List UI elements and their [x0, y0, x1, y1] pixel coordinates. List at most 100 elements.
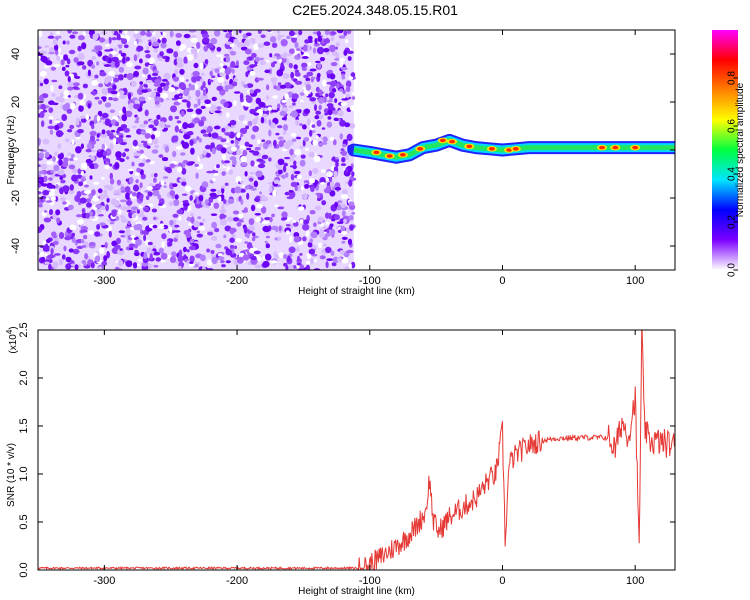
noise-speck — [178, 216, 182, 221]
noise-speck — [196, 204, 203, 208]
noise-speck — [187, 95, 192, 101]
noise-speck — [244, 171, 248, 177]
noise-speck — [74, 264, 79, 270]
noise-speck — [206, 248, 211, 253]
noise-speck — [62, 185, 70, 193]
noise-speck — [333, 166, 339, 172]
noise-speck — [194, 163, 199, 167]
noise-speck — [202, 150, 207, 156]
noise-speck — [253, 235, 259, 239]
noise-speck — [54, 63, 61, 67]
noise-speck — [142, 216, 148, 221]
noise-speck — [153, 177, 157, 184]
noise-speck — [154, 173, 158, 178]
noise-speck — [165, 124, 171, 128]
noise-speck — [195, 172, 199, 179]
noise-speck — [90, 155, 95, 161]
noise-speck — [297, 259, 302, 262]
noise-speck — [316, 120, 322, 127]
noise-speck — [166, 56, 170, 60]
noise-speck — [153, 264, 159, 268]
noise-speck — [163, 85, 170, 91]
noise-speck — [85, 198, 92, 203]
noise-speck — [98, 266, 103, 270]
noise-speck — [206, 128, 210, 133]
noise-speck — [91, 55, 97, 61]
noise-speck — [330, 36, 335, 42]
noise-speck — [302, 219, 310, 225]
noise-speck — [326, 258, 334, 261]
noise-speck — [296, 246, 300, 252]
noise-speck — [142, 67, 149, 75]
noise-speck — [190, 147, 195, 155]
noise-speck — [216, 47, 222, 52]
noise-speck — [214, 68, 220, 74]
noise-speck — [302, 223, 310, 231]
noise-speck — [58, 97, 65, 103]
noise-speck — [46, 182, 53, 189]
noise-speck — [189, 123, 195, 128]
noise-speck — [196, 136, 200, 141]
noise-speck — [234, 186, 242, 194]
noise-speck — [206, 170, 214, 174]
noise-speck — [46, 238, 51, 244]
noise-speck — [192, 70, 200, 77]
noise-speck — [307, 241, 313, 248]
noise-speck — [303, 108, 310, 114]
noise-speck — [140, 173, 146, 180]
noise-speck — [322, 136, 328, 143]
noise-speck — [119, 94, 127, 99]
noise-speck — [206, 42, 214, 49]
noise-speck — [211, 132, 219, 139]
noise-speck — [317, 216, 325, 223]
noise-speck — [120, 52, 127, 57]
noise-speck — [158, 154, 164, 158]
noise-speck — [336, 221, 344, 224]
noise-speck — [270, 260, 278, 264]
noise-speck — [214, 30, 221, 37]
noise-speck — [104, 102, 112, 108]
noise-speck — [239, 127, 248, 135]
noise-speck — [298, 30, 303, 36]
noise-speck — [210, 235, 218, 241]
noise-speck — [38, 191, 42, 195]
noise-speck — [139, 182, 143, 189]
noise-speck — [119, 199, 127, 203]
noise-speck — [345, 80, 352, 88]
noise-speck — [325, 212, 330, 219]
noise-speck — [146, 247, 153, 255]
noise-speck — [92, 33, 99, 41]
noise-speck — [64, 236, 72, 241]
noise-speck — [145, 79, 153, 84]
noise-speck — [296, 136, 302, 140]
noise-speck — [224, 160, 231, 164]
noise-speck — [200, 105, 206, 109]
noise-speck — [60, 197, 66, 202]
noise-speck — [89, 175, 93, 180]
noise-speck — [224, 125, 230, 130]
noise-speck — [226, 112, 230, 118]
noise-speck — [341, 189, 348, 195]
signal-hotspot-core — [399, 153, 406, 157]
noise-speck — [73, 82, 80, 87]
noise-speck — [153, 82, 161, 87]
noise-speck — [339, 133, 344, 140]
noise-speck — [243, 60, 250, 66]
noise-speck — [131, 213, 137, 219]
noise-speck — [44, 65, 50, 68]
noise-speck — [116, 130, 120, 134]
noise-speck — [186, 216, 192, 222]
signal-hotspot-core — [599, 145, 605, 150]
noise-speck — [90, 134, 95, 142]
noise-speck — [120, 186, 125, 192]
noise-speck — [220, 259, 225, 264]
noise-speck — [64, 138, 70, 143]
noise-speck — [225, 41, 233, 45]
noise-speck — [225, 260, 231, 264]
noise-speck — [41, 120, 45, 128]
noise-speck — [66, 40, 70, 45]
noise-speck — [333, 139, 337, 146]
noise-speck — [67, 152, 72, 156]
noise-speck — [131, 125, 138, 129]
noise-speck — [227, 198, 235, 204]
